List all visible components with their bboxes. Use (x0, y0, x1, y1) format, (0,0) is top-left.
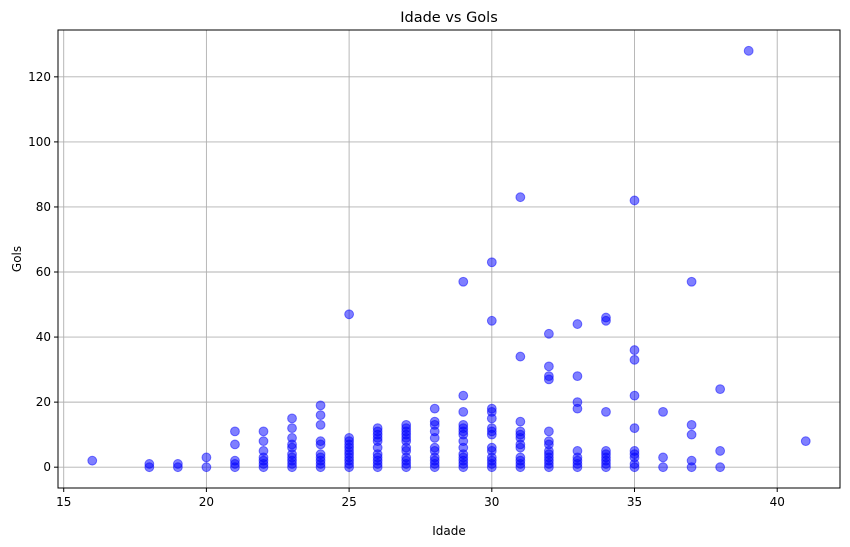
data-point (601, 312, 611, 323)
data-point (486, 423, 497, 434)
y-tick-label: 100 (28, 135, 51, 149)
data-point (715, 384, 726, 395)
data-point (572, 446, 583, 456)
data-point (515, 192, 526, 203)
data-point (230, 426, 240, 437)
data-point (686, 455, 697, 466)
data-point (201, 462, 212, 473)
data-point (287, 433, 297, 443)
data-points (87, 45, 811, 473)
data-point (458, 406, 469, 417)
data-point (658, 406, 668, 417)
y-tick-label: 20 (36, 395, 51, 409)
data-point (686, 276, 697, 287)
data-point (429, 442, 440, 453)
y-axis-ticks: 0 20 40 60 80 100 120 (28, 70, 58, 474)
x-tick-label: 15 (56, 495, 71, 509)
data-point (287, 413, 297, 424)
x-tick-label: 30 (484, 495, 499, 509)
grid-lines (58, 30, 840, 488)
data-point (230, 455, 240, 466)
y-tick-label: 60 (36, 265, 51, 279)
y-tick-label: 0 (43, 460, 51, 474)
data-point (486, 403, 497, 414)
x-tick-label: 40 (770, 495, 785, 509)
data-point (315, 419, 326, 430)
data-point (715, 446, 726, 456)
data-point (315, 410, 326, 421)
data-point (515, 351, 526, 362)
data-point (743, 45, 754, 56)
data-point (800, 436, 811, 447)
data-point (429, 416, 440, 427)
data-point (658, 462, 668, 473)
data-point (230, 439, 240, 450)
data-point (201, 452, 212, 463)
data-point (172, 459, 183, 469)
data-point (543, 436, 554, 447)
data-point (515, 452, 526, 463)
data-point (572, 397, 583, 408)
data-point (258, 436, 269, 447)
data-point (629, 423, 640, 434)
data-point (629, 345, 640, 355)
data-point (458, 276, 469, 287)
y-tick-label: 80 (36, 200, 51, 214)
data-point (572, 319, 583, 329)
data-point (686, 419, 697, 430)
chart-title: Idade vs Gols (400, 10, 498, 26)
data-point (429, 403, 440, 414)
data-point (572, 371, 583, 382)
data-point (543, 328, 554, 339)
data-point (315, 449, 326, 460)
x-axis-ticks: 15 20 25 30 35 40 (56, 488, 785, 509)
y-axis-label: Gols (10, 246, 24, 272)
data-point (258, 446, 269, 456)
data-point (515, 426, 526, 437)
data-point (543, 371, 554, 382)
data-point (629, 446, 640, 456)
data-point (686, 429, 697, 440)
y-tick-label: 40 (36, 330, 51, 344)
data-point (486, 315, 497, 326)
x-tick-label: 25 (341, 495, 356, 509)
data-point (601, 406, 611, 417)
data-point (258, 426, 269, 437)
data-point (658, 452, 668, 463)
data-point (344, 433, 355, 443)
data-point (715, 462, 726, 473)
data-point (287, 423, 297, 434)
data-point (486, 442, 497, 453)
data-point (601, 446, 611, 456)
data-point (372, 423, 383, 434)
y-tick-label: 120 (28, 70, 51, 84)
data-point (486, 257, 497, 268)
data-point (344, 309, 355, 320)
data-point (629, 354, 640, 365)
data-point (401, 419, 412, 430)
plot-area-frame (57, 29, 841, 489)
x-axis-label: Idade (432, 524, 466, 538)
x-tick-label: 35 (627, 495, 642, 509)
data-point (629, 390, 640, 401)
data-point (315, 400, 326, 411)
data-point (543, 361, 554, 372)
data-point (315, 436, 326, 447)
x-tick-label: 20 (199, 495, 214, 509)
data-point (543, 426, 554, 437)
data-point (87, 455, 98, 466)
data-point (458, 419, 469, 430)
data-point (629, 195, 640, 206)
data-point (515, 416, 526, 427)
data-point (144, 459, 155, 469)
data-point (458, 390, 469, 401)
